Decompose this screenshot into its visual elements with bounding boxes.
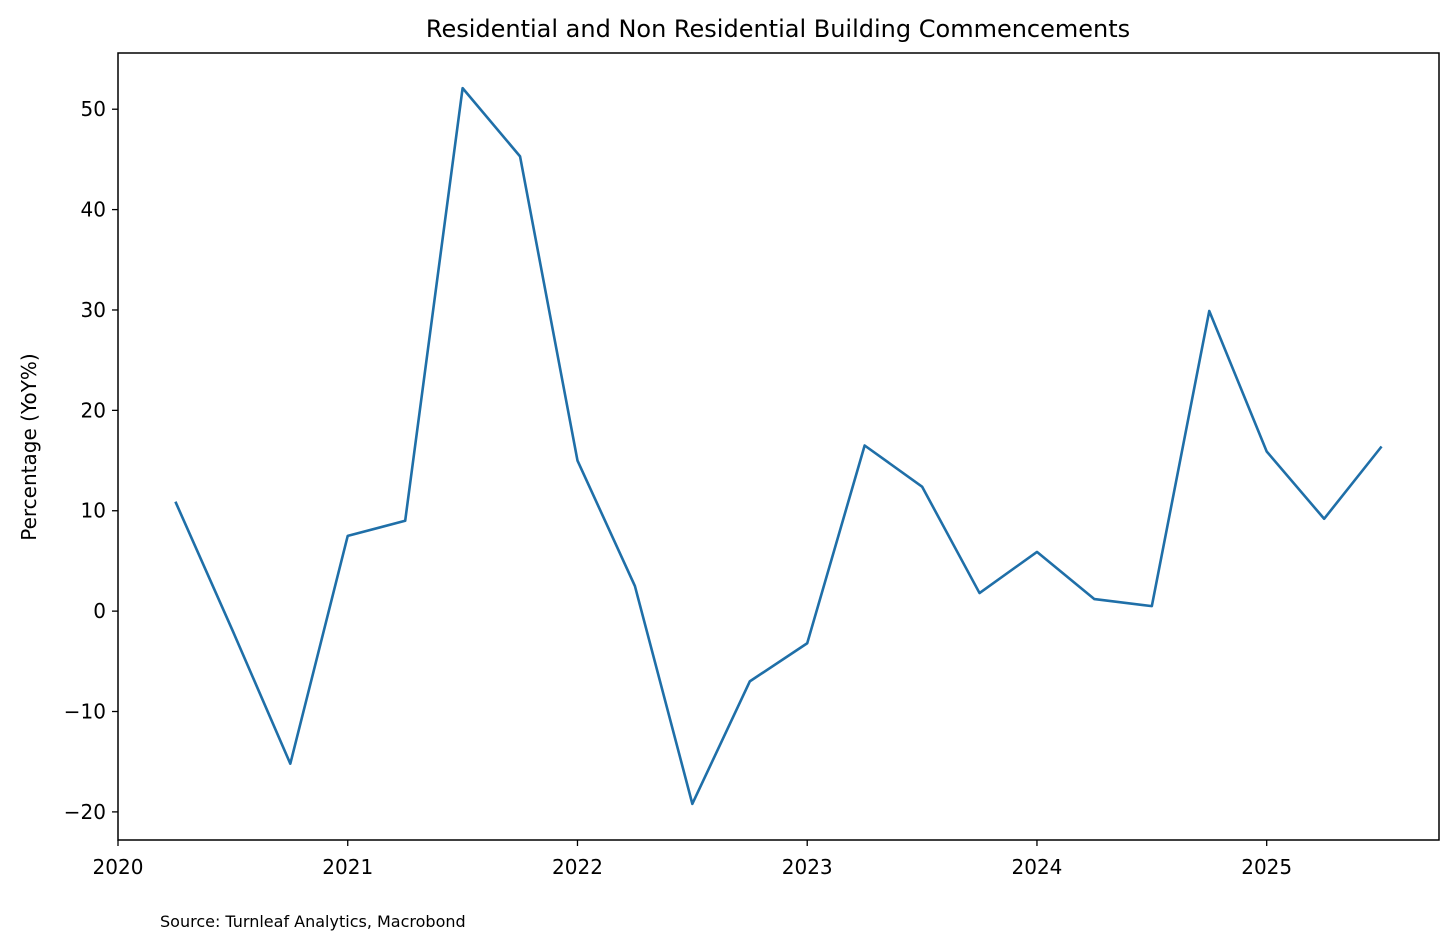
y-tick-label: 20 <box>81 398 106 422</box>
y-tick-label: 40 <box>81 198 106 222</box>
y-tick-label: −10 <box>64 700 106 724</box>
y-tick-label: 10 <box>81 499 106 523</box>
y-tick-label: 30 <box>81 298 106 322</box>
source-note: Source: Turnleaf Analytics, Macrobond <box>160 912 466 931</box>
series-line <box>174 86 1383 806</box>
x-tick-label: 2022 <box>552 855 603 879</box>
y-axis-label: Percentage (YoY%) <box>17 353 41 541</box>
plot-frame <box>117 52 1440 841</box>
x-tick-label: 2024 <box>1012 855 1063 879</box>
x-tick-label: 2023 <box>782 855 833 879</box>
plot-area <box>174 86 1383 806</box>
x-tick-label: 2020 <box>93 855 144 879</box>
x-tick-label: 2021 <box>322 855 373 879</box>
chart-title: Residential and Non Residential Building… <box>426 15 1130 43</box>
y-tick-label: −20 <box>64 800 106 824</box>
x-tick-label: 2025 <box>1241 855 1292 879</box>
y-tick-label: 50 <box>81 97 106 121</box>
x-axis: 2020 2021 2022 2023 2024 2025 <box>93 840 1292 879</box>
y-axis: −20 −10 0 10 20 30 40 50 <box>64 97 118 824</box>
y-tick-label: 0 <box>93 599 106 623</box>
